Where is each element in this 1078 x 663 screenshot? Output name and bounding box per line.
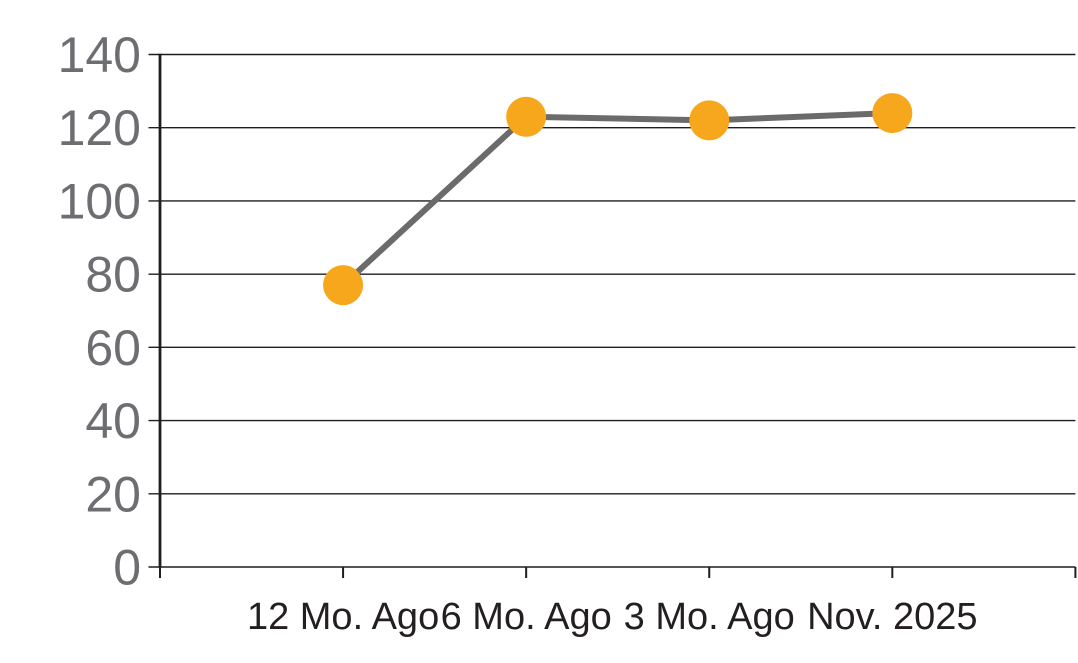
data-point-marker <box>689 100 730 141</box>
data-point-marker <box>506 96 547 137</box>
y-axis-tick-label: 80 <box>85 247 141 303</box>
y-axis-tick-label: 140 <box>58 27 141 83</box>
x-axis-tick-label: 3 Mo. Ago <box>624 596 795 638</box>
y-axis-tick-label: 120 <box>58 100 141 156</box>
data-point-marker <box>323 265 364 306</box>
y-axis-tick-label: 40 <box>85 393 141 449</box>
y-axis-tick-label: 0 <box>113 540 141 596</box>
data-point-marker <box>872 93 913 134</box>
x-axis-tick-label: Nov. 2025 <box>807 596 977 638</box>
data-line <box>340 110 896 289</box>
x-axis-tick-label: 6 Mo. Ago <box>441 596 612 638</box>
y-axis-tick-label: 60 <box>85 320 141 376</box>
y-axis-tick-label: 20 <box>85 466 141 522</box>
y-axis-tick-label: 100 <box>58 173 141 229</box>
x-axis-tick-label: 12 Mo. Ago <box>247 596 439 638</box>
